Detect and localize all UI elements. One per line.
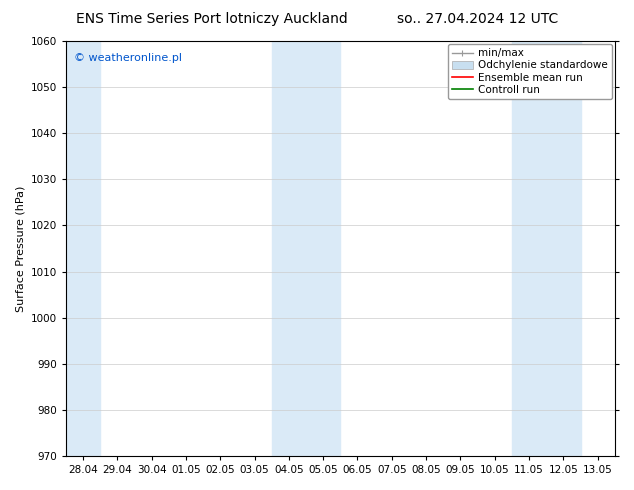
Bar xyxy=(66,41,100,456)
Y-axis label: Surface Pressure (hPa): Surface Pressure (hPa) xyxy=(15,185,25,312)
Text: © weatheronline.pl: © weatheronline.pl xyxy=(74,53,182,64)
Legend: min/max, Odchylenie standardowe, Ensemble mean run, Controll run: min/max, Odchylenie standardowe, Ensembl… xyxy=(448,44,612,99)
Text: so.. 27.04.2024 12 UTC: so.. 27.04.2024 12 UTC xyxy=(397,12,558,26)
Bar xyxy=(272,41,340,456)
Bar xyxy=(512,41,581,456)
Text: ENS Time Series Port lotniczy Auckland: ENS Time Series Port lotniczy Auckland xyxy=(76,12,348,26)
